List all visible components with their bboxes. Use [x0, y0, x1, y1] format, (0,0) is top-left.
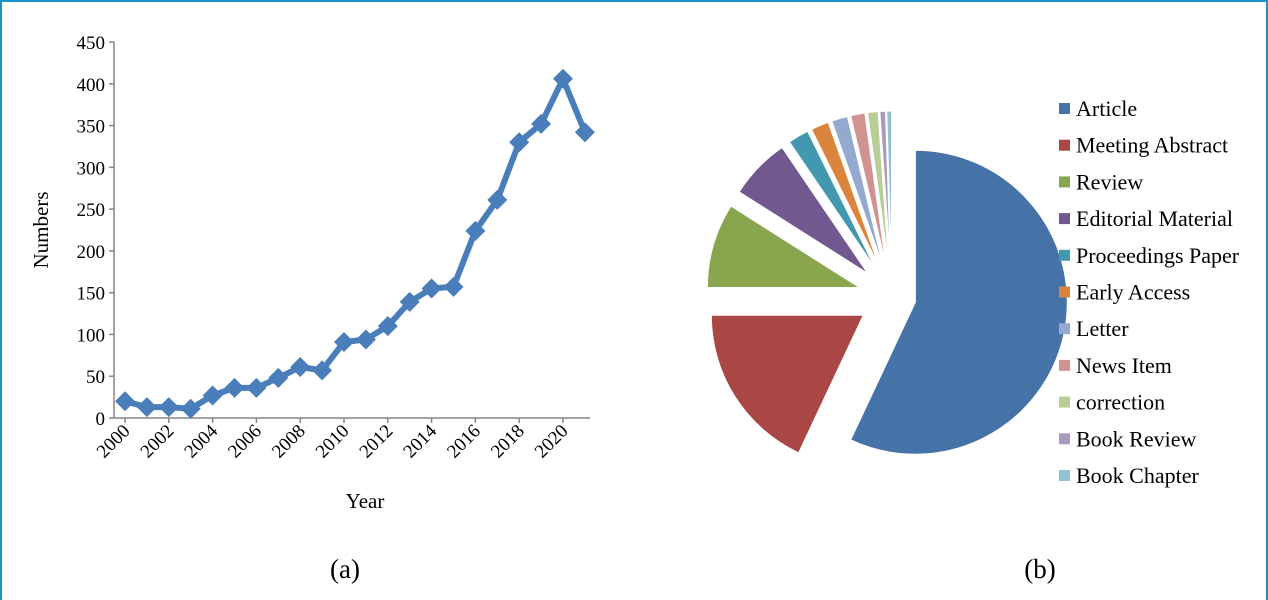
pie-slices [706, 110, 1068, 455]
y-tick-label: 350 [77, 117, 106, 138]
series-markers [115, 68, 595, 419]
y-tick-label: 450 [77, 33, 106, 54]
legend-label: Article [1076, 96, 1137, 121]
data-point-marker [399, 291, 420, 312]
legend-label: correction [1076, 390, 1165, 415]
y-tick-label: 0 [96, 409, 106, 430]
legend-swatch [1059, 103, 1070, 114]
x-tick-label: 2004 [180, 420, 222, 462]
legend-label: Review [1076, 169, 1143, 194]
panel-label-a: (a) [330, 554, 360, 584]
legend-swatch [1059, 359, 1070, 371]
pie-slice-letter [831, 115, 883, 265]
y-tick-label: 150 [77, 284, 106, 305]
legend-label: Letter [1076, 316, 1129, 341]
data-point-marker [553, 68, 573, 89]
legend-swatch [1059, 213, 1070, 225]
legend-swatch [1059, 176, 1070, 188]
legend-label: Book Chapter [1076, 463, 1199, 488]
y-tick-label: 50 [86, 367, 105, 388]
data-point-marker [180, 398, 201, 419]
legend-swatch [1059, 323, 1070, 335]
data-point-marker [290, 357, 311, 378]
y-axis-title: Numbers [29, 192, 53, 269]
pie-slice-correction [866, 110, 889, 264]
data-point-marker [334, 331, 354, 352]
data-point-marker [443, 276, 464, 297]
pie-slice-book-chapter [886, 110, 892, 264]
data-point-marker [158, 397, 179, 418]
x-tick-label: 2016 [443, 421, 485, 463]
series-line [124, 75, 588, 412]
x-tick-label: 2014 [399, 420, 441, 462]
pie-slice-article [850, 149, 1068, 455]
pie-chart-panel: Article Meeting Abstract Review Editorial M… [706, 96, 1240, 584]
legend-swatch [1059, 396, 1070, 408]
x-axis-ticks: 2000 2002 2004 2006 2008 2010 2012 2014 2016 2018… [93, 418, 573, 462]
data-point-marker [246, 377, 267, 398]
pie-slice-book-review [879, 110, 891, 264]
x-tick-label: 2010 [312, 421, 354, 463]
data-point-marker [487, 189, 508, 210]
legend-swatch [1059, 286, 1070, 298]
data-point-marker [115, 391, 135, 412]
legend-label: Meeting Abstract [1076, 133, 1228, 158]
legend-label: Book Review [1076, 426, 1196, 451]
data-point-marker [268, 367, 289, 388]
pie-legend: Article Meeting Abstract Review Editorial M… [1059, 96, 1240, 488]
x-tick-label: 2008 [268, 421, 310, 463]
pie-slice-editorial-material [738, 146, 869, 274]
pie-slice-early-access [810, 121, 880, 266]
data-point-marker [202, 385, 223, 406]
data-point-marker [377, 316, 398, 337]
x-tick-label: 2020 [531, 421, 573, 463]
data-point-marker [224, 377, 245, 398]
data-point-marker [509, 132, 530, 153]
legend-label: Proceedings Paper [1076, 243, 1240, 268]
data-point-marker [355, 329, 376, 350]
y-tick-label: 400 [77, 75, 106, 96]
legend-swatch [1059, 139, 1070, 151]
legend-label: News Item [1076, 353, 1172, 378]
x-tick-label: 2006 [224, 421, 266, 463]
x-tick-label: 2012 [356, 421, 398, 463]
data-point-marker [531, 113, 552, 134]
y-tick-label: 250 [77, 200, 106, 221]
data-point-marker [312, 360, 333, 381]
pie-slice-meeting-abstract [710, 314, 865, 454]
y-tick-label: 100 [77, 325, 106, 346]
x-tick-label: 2002 [137, 421, 179, 463]
data-point-marker [421, 278, 442, 299]
legend-swatch [1059, 470, 1070, 481]
data-point-marker [574, 122, 595, 143]
legend-label: Editorial Material [1076, 206, 1233, 231]
x-tick-label: 2018 [487, 421, 529, 463]
pie-slice-news-item [850, 112, 887, 264]
line-chart-panel: 0 50 100 150 200 250 300 350 400 450 2000 2002 2004… [29, 33, 595, 584]
pie-slice-review [706, 205, 862, 288]
y-tick-label: 300 [77, 158, 106, 179]
panel-label-b: (b) [1024, 554, 1055, 584]
legend-swatch [1059, 433, 1070, 445]
x-axis-title: Year [346, 489, 385, 513]
data-point-marker [136, 397, 157, 418]
legend-label: Early Access [1076, 280, 1190, 305]
data-point-marker [465, 220, 486, 241]
legend-swatch [1059, 249, 1070, 261]
y-axis-ticks: 0 50 100 150 200 250 300 350 400 450 [77, 33, 114, 430]
pie-slice-proceedings-paper [788, 130, 876, 268]
y-tick-label: 200 [77, 242, 106, 263]
